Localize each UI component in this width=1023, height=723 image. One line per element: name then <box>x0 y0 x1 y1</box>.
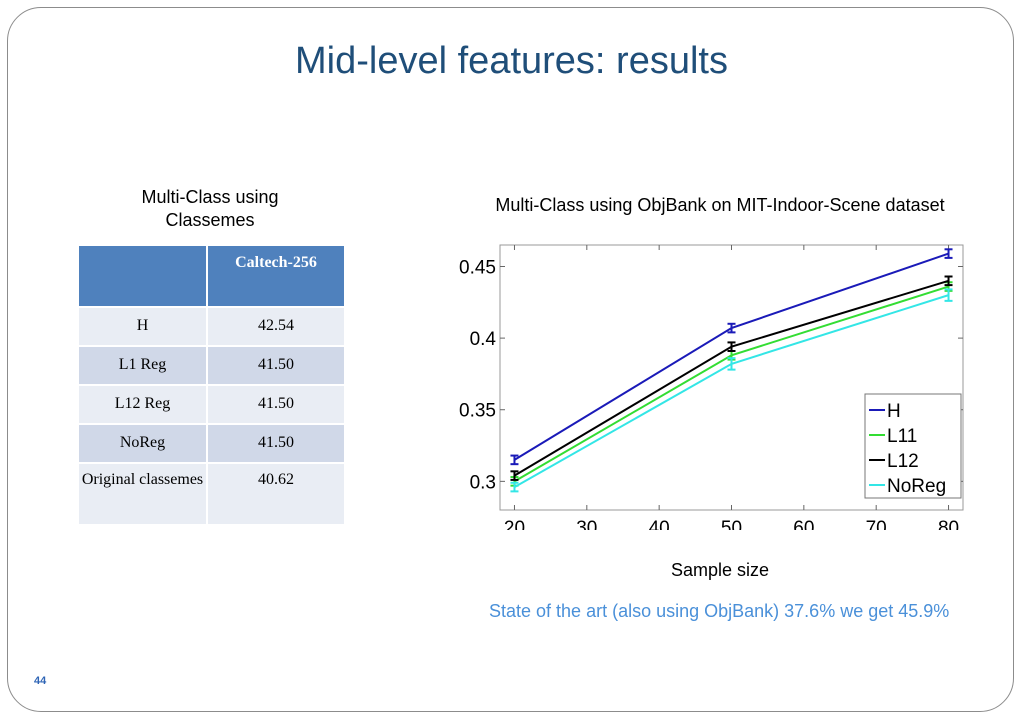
slide-title: Mid-level features: results <box>295 40 728 82</box>
row-value: 41.50 <box>206 384 346 425</box>
line-chart: 20 30 40 50 60 70 80 0.3 0.35 0.4 0.45 H L11 L12 NoReg <box>459 244 964 530</box>
legend-label: NoReg <box>887 476 946 497</box>
x-tick-label: 80 <box>938 518 959 530</box>
x-tick-label: 40 <box>649 518 670 530</box>
results-table: Caltech-256 H 42.54 L1 Reg 41.50 L12 Reg… <box>77 244 346 526</box>
x-tick-label: 50 <box>721 518 742 530</box>
row-value: 41.50 <box>206 345 346 386</box>
x-tick-label: 60 <box>793 518 814 530</box>
row-value: 41.50 <box>206 423 346 464</box>
legend-label: L12 <box>887 451 919 472</box>
table-header-row: Caltech-256 <box>77 244 346 308</box>
table-row: Original classemes 40.62 <box>77 462 346 526</box>
page-number: 44 <box>34 675 47 687</box>
table-header-caltech: Caltech-256 <box>206 244 346 308</box>
table-row: L12 Reg 41.50 <box>77 384 346 425</box>
x-tick-label: 20 <box>504 518 525 530</box>
legend-label: L11 <box>887 426 917 447</box>
table-row: NoReg 41.50 <box>77 423 346 464</box>
y-tick-label: 0.35 <box>459 401 496 422</box>
row-value: 42.54 <box>206 306 346 347</box>
row-label: H <box>77 306 208 347</box>
x-tick-label: 70 <box>866 518 887 530</box>
x-axis-label: Sample size <box>670 560 770 580</box>
x-tick-label: 30 <box>576 518 597 530</box>
y-tick-label: 0.45 <box>459 257 496 278</box>
table-row: H 42.54 <box>77 306 346 347</box>
y-tick-label: 0.3 <box>470 472 496 493</box>
table-header-empty <box>77 244 208 308</box>
row-label: L1 Reg <box>77 345 208 386</box>
legend-label: H <box>887 401 901 422</box>
table-row: L1 Reg 41.50 <box>77 345 346 386</box>
chart-title: Multi-Class using ObjBank on MIT-Indoor-… <box>495 195 945 215</box>
state-of-art-note: State of the art (also using ObjBank) 37… <box>489 601 950 621</box>
table-caption: Multi-Class using Classemes <box>141 187 279 230</box>
row-value: 40.62 <box>206 462 346 526</box>
row-label: Original classemes <box>77 462 208 526</box>
row-label: L12 Reg <box>77 384 208 425</box>
legend-box <box>864 393 962 499</box>
y-tick-label: 0.4 <box>470 329 497 350</box>
row-label: NoReg <box>77 423 208 464</box>
